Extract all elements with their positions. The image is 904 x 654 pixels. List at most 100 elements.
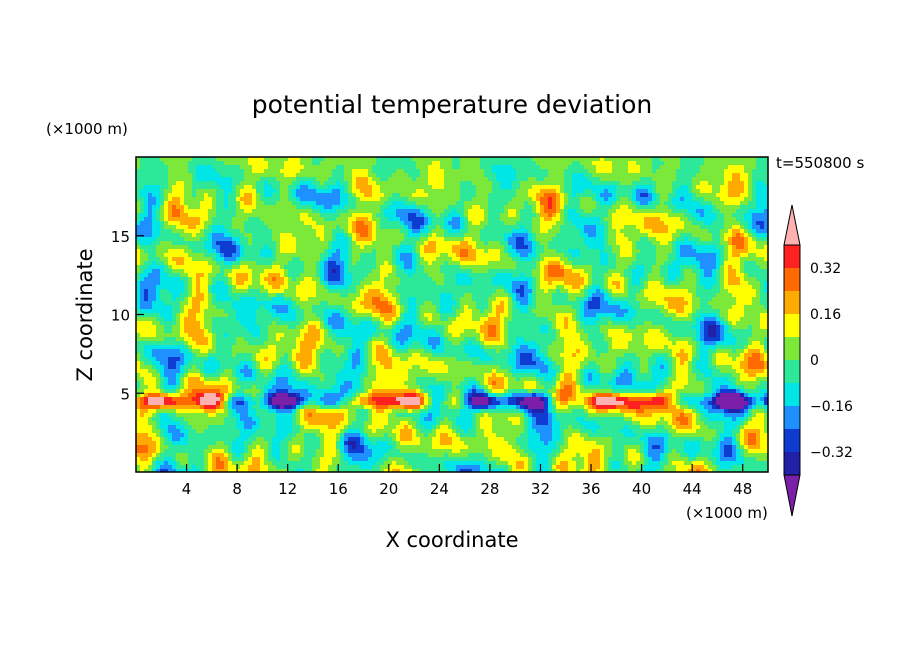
heatmap-cell bbox=[732, 217, 736, 221]
heatmap-cell bbox=[588, 161, 592, 165]
heatmap-cell bbox=[160, 197, 164, 201]
heatmap-cell bbox=[368, 201, 372, 205]
heatmap-cell bbox=[196, 217, 200, 221]
heatmap-cell bbox=[436, 261, 440, 265]
heatmap-cell bbox=[244, 217, 248, 221]
heatmap-cell bbox=[336, 277, 340, 281]
heatmap-cell bbox=[696, 269, 700, 273]
heatmap-cell bbox=[208, 273, 212, 277]
heatmap-cell bbox=[208, 261, 212, 265]
heatmap-cell bbox=[572, 201, 576, 205]
heatmap-cell bbox=[724, 237, 728, 241]
heatmap-cell bbox=[540, 213, 544, 217]
heatmap-cell bbox=[424, 165, 428, 169]
heatmap-cell bbox=[284, 189, 288, 193]
heatmap-cell bbox=[352, 273, 356, 277]
heatmap-cell bbox=[328, 237, 332, 241]
heatmap-cell bbox=[640, 161, 644, 165]
heatmap-cell bbox=[284, 233, 288, 237]
heatmap-cell bbox=[740, 213, 744, 217]
heatmap-cell bbox=[176, 257, 180, 261]
heatmap-cell bbox=[348, 241, 352, 245]
heatmap-cell bbox=[556, 261, 560, 265]
heatmap-cell bbox=[356, 253, 360, 257]
heatmap-cell bbox=[592, 197, 596, 201]
heatmap-cell bbox=[308, 237, 312, 241]
heatmap-cell bbox=[308, 213, 312, 217]
heatmap-cell bbox=[400, 197, 404, 201]
heatmap-cell bbox=[696, 173, 700, 177]
heatmap-cell bbox=[276, 225, 280, 229]
heatmap-cell bbox=[584, 185, 588, 189]
heatmap-cell bbox=[312, 197, 316, 201]
heatmap-cell bbox=[496, 161, 500, 165]
heatmap-cell bbox=[612, 189, 616, 193]
heatmap-cell bbox=[688, 165, 692, 169]
heatmap-cell bbox=[332, 181, 336, 185]
heatmap-cell bbox=[148, 229, 152, 233]
heatmap-cell bbox=[648, 165, 652, 169]
heatmap-cell bbox=[188, 209, 192, 213]
heatmap-cell bbox=[564, 185, 568, 189]
heatmap-cell bbox=[516, 249, 520, 253]
heatmap-cell bbox=[348, 261, 352, 265]
heatmap-cell bbox=[656, 205, 660, 209]
heatmap-cell bbox=[528, 225, 532, 229]
heatmap-cell bbox=[324, 273, 328, 277]
heatmap-cell bbox=[344, 173, 348, 177]
heatmap-cell bbox=[136, 157, 140, 161]
heatmap-cell bbox=[376, 169, 380, 173]
heatmap-cell bbox=[368, 245, 372, 249]
heatmap-cell bbox=[576, 161, 580, 165]
heatmap-cell bbox=[516, 177, 520, 181]
heatmap-cell bbox=[712, 257, 716, 261]
heatmap-cell bbox=[244, 277, 248, 281]
heatmap-cell bbox=[532, 217, 536, 221]
heatmap-cell bbox=[556, 229, 560, 233]
heatmap-cell bbox=[680, 277, 684, 281]
heatmap-cell bbox=[280, 233, 284, 237]
heatmap-cell bbox=[320, 273, 324, 277]
heatmap-cell bbox=[584, 209, 588, 213]
heatmap-cell bbox=[388, 169, 392, 173]
heatmap-cell bbox=[540, 269, 544, 273]
heatmap-cell bbox=[516, 257, 520, 261]
heatmap-cell bbox=[156, 205, 160, 209]
heatmap-cell bbox=[380, 225, 384, 229]
heatmap-cell bbox=[644, 269, 648, 273]
heatmap-cell bbox=[556, 245, 560, 249]
heatmap-cell bbox=[328, 185, 332, 189]
heatmap-cell bbox=[624, 261, 628, 265]
heatmap-cell bbox=[192, 157, 196, 161]
heatmap-cell bbox=[440, 209, 444, 213]
heatmap-cell bbox=[200, 185, 204, 189]
heatmap-cell bbox=[180, 257, 184, 261]
heatmap-cell bbox=[164, 225, 168, 229]
heatmap-cell bbox=[228, 265, 232, 269]
heatmap-cell bbox=[292, 245, 296, 249]
heatmap-cell bbox=[704, 217, 708, 221]
heatmap-cell bbox=[428, 253, 432, 257]
heatmap-cell bbox=[628, 269, 632, 273]
heatmap-cell bbox=[628, 225, 632, 229]
heatmap-cell bbox=[472, 209, 476, 213]
heatmap-cell bbox=[716, 229, 720, 233]
heatmap-cell bbox=[416, 213, 420, 217]
heatmap-cell bbox=[716, 213, 720, 217]
heatmap-cell bbox=[472, 169, 476, 173]
heatmap-cell bbox=[620, 273, 624, 277]
heatmap-cell bbox=[140, 233, 144, 237]
heatmap-cell bbox=[720, 245, 724, 249]
heatmap-cell bbox=[628, 181, 632, 185]
heatmap-cell bbox=[464, 277, 468, 281]
heatmap-cell bbox=[356, 241, 360, 245]
heatmap-cell bbox=[616, 237, 620, 241]
heatmap-cell bbox=[384, 261, 388, 265]
heatmap-cell bbox=[408, 185, 412, 189]
heatmap-cell bbox=[640, 165, 644, 169]
heatmap-cell bbox=[144, 261, 148, 265]
heatmap-cell bbox=[244, 165, 248, 169]
heatmap-cell bbox=[236, 221, 240, 225]
heatmap-cell bbox=[452, 177, 456, 181]
heatmap-cell bbox=[248, 185, 252, 189]
